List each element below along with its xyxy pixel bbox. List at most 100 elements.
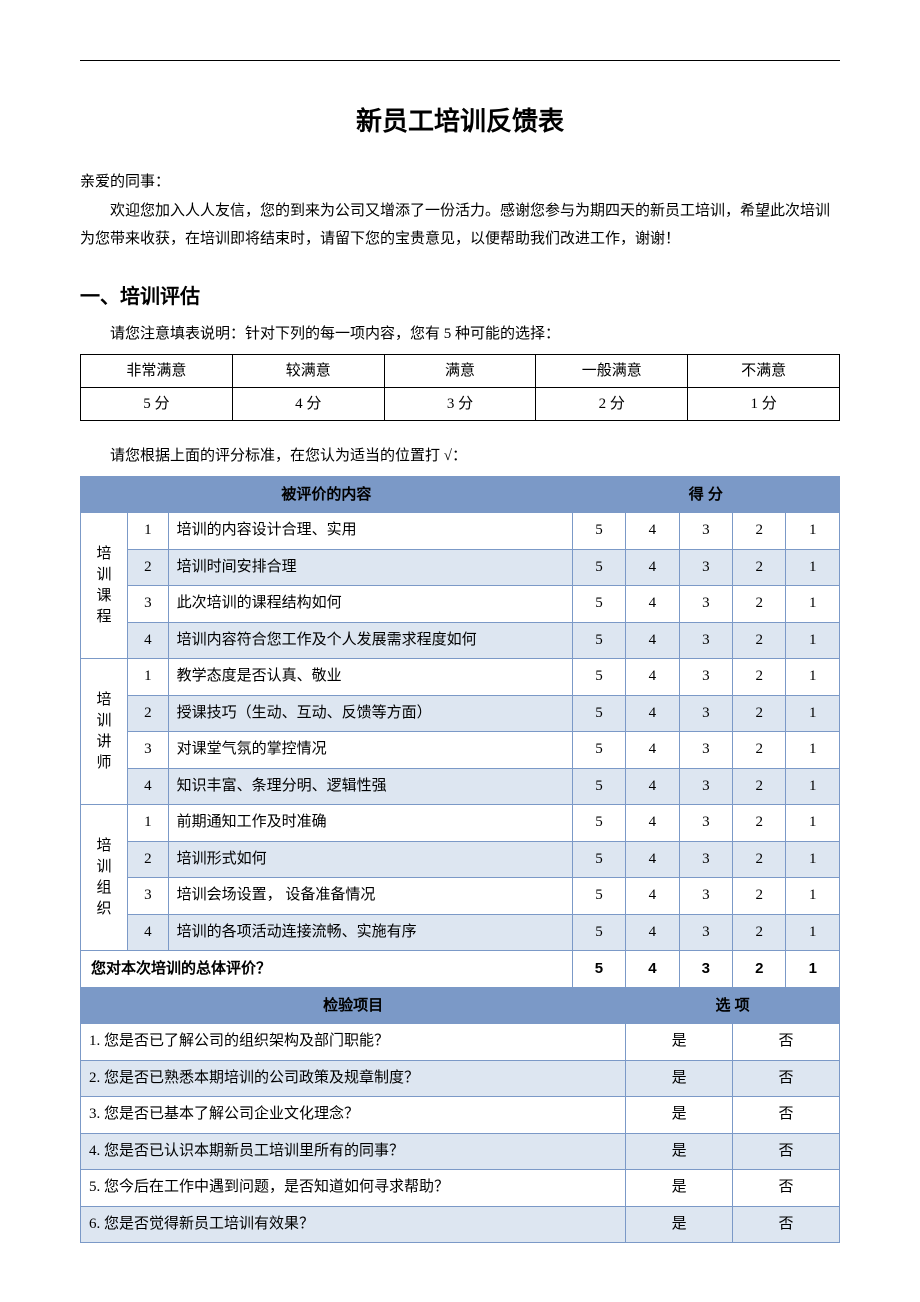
score-cell[interactable]: 1	[786, 695, 840, 732]
score-cell[interactable]: 2	[733, 513, 786, 550]
score-cell[interactable]: 4	[626, 622, 679, 659]
eval-idx: 3	[128, 878, 169, 915]
score-cell[interactable]: 5	[572, 914, 625, 951]
score-cell[interactable]: 3	[679, 878, 732, 915]
check-header-row: 检验项目 选 项	[81, 987, 840, 1024]
score-cell[interactable]: 1	[786, 732, 840, 769]
scale-label: 较满意	[232, 354, 384, 387]
score-cell[interactable]: 2	[733, 549, 786, 586]
eval-item: 培训会场设置， 设备准备情况	[168, 878, 572, 915]
score-cell[interactable]: 4	[626, 732, 679, 769]
top-rule	[80, 60, 840, 61]
overall-score-cell[interactable]: 5	[572, 951, 625, 988]
score-cell[interactable]: 1	[786, 586, 840, 623]
score-cell[interactable]: 5	[572, 549, 625, 586]
score-cell[interactable]: 3	[679, 659, 732, 696]
scale-label: 非常满意	[81, 354, 233, 387]
scale-labels-row: 非常满意 较满意 满意 一般满意 不满意	[81, 354, 840, 387]
score-cell[interactable]: 3	[679, 513, 732, 550]
score-cell[interactable]: 2	[733, 622, 786, 659]
score-cell[interactable]: 3	[679, 586, 732, 623]
eval-row: 2 授课技巧（生动、互动、反馈等方面） 5 4 3 2 1	[81, 695, 840, 732]
check-no[interactable]: 否	[733, 1024, 840, 1061]
overall-score-cell[interactable]: 3	[679, 951, 732, 988]
score-cell[interactable]: 2	[733, 586, 786, 623]
score-cell[interactable]: 2	[733, 914, 786, 951]
check-yes[interactable]: 是	[626, 1206, 733, 1243]
score-cell[interactable]: 1	[786, 768, 840, 805]
check-no[interactable]: 否	[733, 1133, 840, 1170]
score-cell[interactable]: 4	[626, 659, 679, 696]
check-yes[interactable]: 是	[626, 1170, 733, 1207]
score-cell[interactable]: 3	[679, 732, 732, 769]
score-cell[interactable]: 2	[733, 768, 786, 805]
check-no[interactable]: 否	[733, 1170, 840, 1207]
score-cell[interactable]: 1	[786, 841, 840, 878]
score-cell[interactable]: 1	[786, 549, 840, 586]
score-cell[interactable]: 5	[572, 513, 625, 550]
check-yes[interactable]: 是	[626, 1097, 733, 1134]
score-cell[interactable]: 3	[679, 914, 732, 951]
score-cell[interactable]: 2	[733, 732, 786, 769]
score-cell[interactable]: 2	[733, 695, 786, 732]
score-cell[interactable]: 4	[626, 549, 679, 586]
scale-label: 不满意	[688, 354, 840, 387]
check-yes[interactable]: 是	[626, 1133, 733, 1170]
check-no[interactable]: 否	[733, 1060, 840, 1097]
eval-idx: 4	[128, 622, 169, 659]
check-question: 1. 您是否已了解公司的组织架构及部门职能？	[81, 1024, 626, 1061]
score-cell[interactable]: 2	[733, 805, 786, 842]
score-cell[interactable]: 1	[786, 659, 840, 696]
score-cell[interactable]: 4	[626, 695, 679, 732]
score-cell[interactable]: 1	[786, 914, 840, 951]
score-cell[interactable]: 3	[679, 549, 732, 586]
eval-item: 培训的各项活动连接流畅、实施有序	[168, 914, 572, 951]
check-row: 4. 您是否已认识本期新员工培训里所有的同事？ 是 否	[81, 1133, 840, 1170]
scale-score: 2 分	[536, 387, 688, 420]
score-cell[interactable]: 4	[626, 914, 679, 951]
overall-score-cell[interactable]: 4	[626, 951, 679, 988]
score-cell[interactable]: 3	[679, 622, 732, 659]
score-cell[interactable]: 1	[786, 878, 840, 915]
score-cell[interactable]: 3	[679, 695, 732, 732]
scale-score: 3 分	[384, 387, 536, 420]
check-yes[interactable]: 是	[626, 1024, 733, 1061]
score-cell[interactable]: 1	[786, 805, 840, 842]
check-yes[interactable]: 是	[626, 1060, 733, 1097]
score-cell[interactable]: 3	[679, 768, 732, 805]
score-cell[interactable]: 5	[572, 878, 625, 915]
score-cell[interactable]: 1	[786, 622, 840, 659]
check-no[interactable]: 否	[733, 1097, 840, 1134]
score-cell[interactable]: 2	[733, 878, 786, 915]
score-cell[interactable]: 4	[626, 878, 679, 915]
score-cell[interactable]: 4	[626, 586, 679, 623]
eval-row: 3 此次培训的课程结构如何 5 4 3 2 1	[81, 586, 840, 623]
score-cell[interactable]: 5	[572, 586, 625, 623]
score-cell[interactable]: 5	[572, 695, 625, 732]
score-cell[interactable]: 4	[626, 805, 679, 842]
score-cell[interactable]: 1	[786, 513, 840, 550]
score-cell[interactable]: 5	[572, 841, 625, 878]
score-cell[interactable]: 2	[733, 841, 786, 878]
overall-score-cell[interactable]: 1	[786, 951, 840, 988]
score-cell[interactable]: 2	[733, 659, 786, 696]
score-cell[interactable]: 5	[572, 659, 625, 696]
score-cell[interactable]: 5	[572, 768, 625, 805]
score-cell[interactable]: 5	[572, 805, 625, 842]
eval-item: 知识丰富、条理分明、逻辑性强	[168, 768, 572, 805]
eval-row: 培训讲师 1 教学态度是否认真、敬业 5 4 3 2 1	[81, 659, 840, 696]
score-cell[interactable]: 4	[626, 841, 679, 878]
score-cell[interactable]: 3	[679, 805, 732, 842]
overall-score-cell[interactable]: 2	[733, 951, 786, 988]
scale-score: 1 分	[688, 387, 840, 420]
score-cell[interactable]: 5	[572, 622, 625, 659]
score-cell[interactable]: 4	[626, 768, 679, 805]
check-no[interactable]: 否	[733, 1206, 840, 1243]
scale-label: 满意	[384, 354, 536, 387]
score-cell[interactable]: 3	[679, 841, 732, 878]
check-question: 3. 您是否已基本了解公司企业文化理念？	[81, 1097, 626, 1134]
score-cell[interactable]: 4	[626, 513, 679, 550]
score-cell[interactable]: 5	[572, 732, 625, 769]
eval-idx: 2	[128, 549, 169, 586]
eval-item: 培训的内容设计合理、实用	[168, 513, 572, 550]
